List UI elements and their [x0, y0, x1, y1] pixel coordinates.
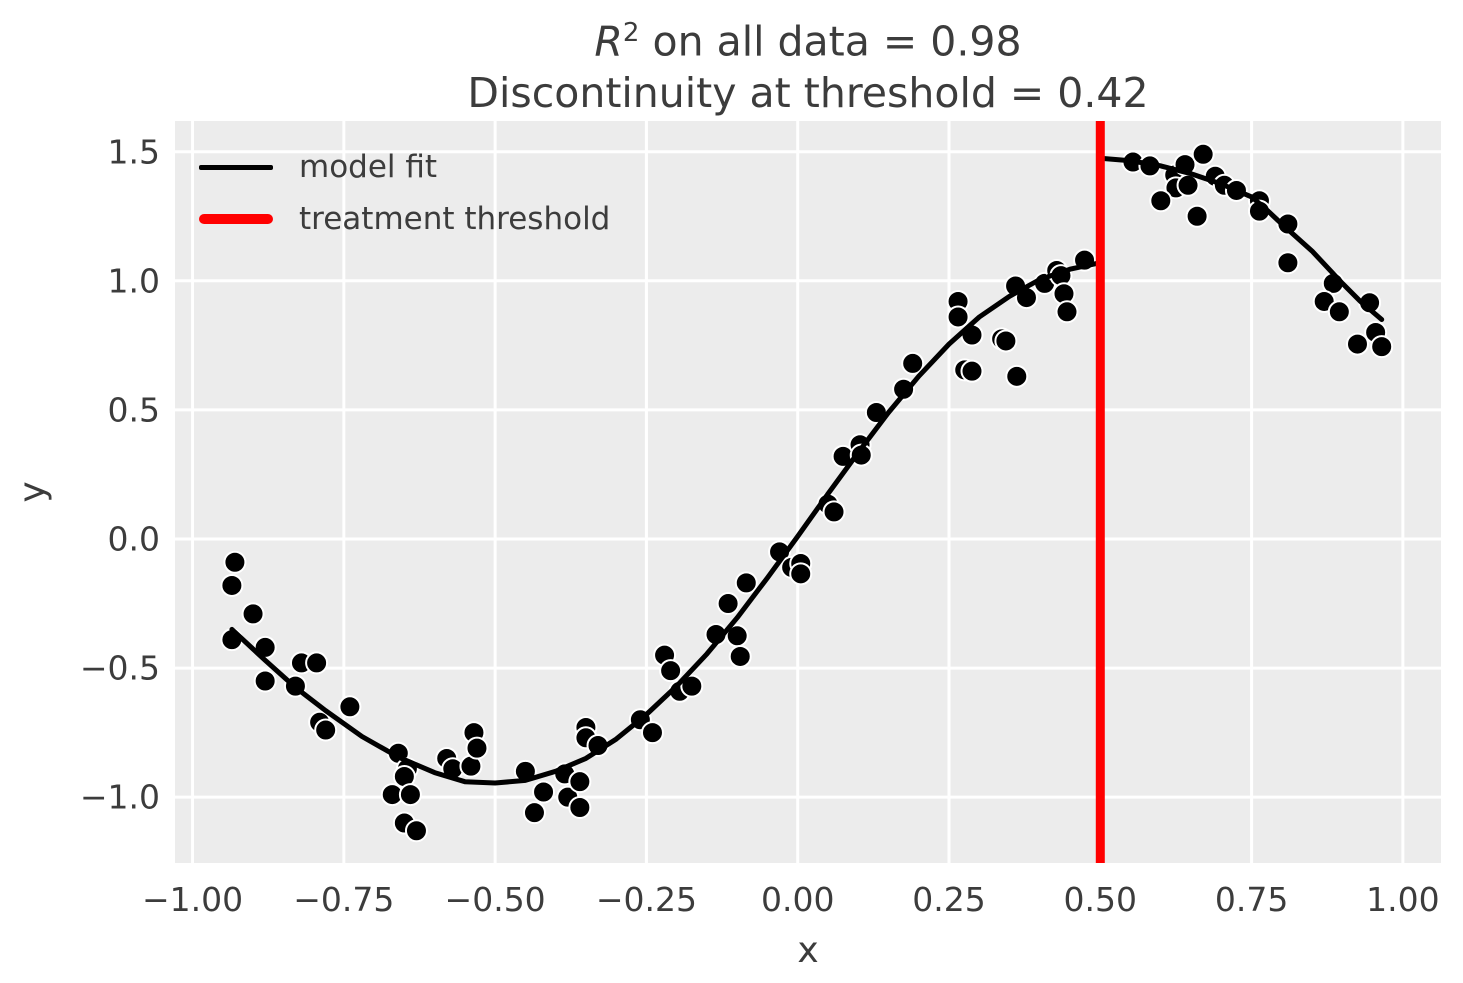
- scatter-point: [314, 718, 338, 742]
- scatter-point: [734, 571, 758, 595]
- scatter-point: [568, 795, 592, 819]
- scatter-point: [1327, 300, 1351, 324]
- legend-item-treatment-threshold: treatment threshold: [199, 193, 610, 245]
- scatter-point: [1176, 173, 1200, 197]
- x-tick-label: 0.25: [912, 880, 986, 919]
- scatter-point: [1276, 212, 1300, 236]
- scatter-point: [680, 674, 704, 698]
- y-tick-label: 0.0: [107, 519, 160, 559]
- scatter-point: [1185, 204, 1209, 228]
- scatter-point: [338, 695, 362, 719]
- scatter-point: [220, 573, 244, 597]
- chart-title-line1: R2 on all data = 0.98: [175, 8, 1441, 68]
- scatter-point: [728, 644, 752, 668]
- threshold-line-sample: [199, 214, 273, 224]
- plot-area: model fit treatment threshold: [175, 121, 1441, 863]
- legend-label-treatment-threshold: treatment threshold: [299, 201, 611, 237]
- scatter-point: [659, 659, 683, 683]
- r-squared-symbol: R: [594, 17, 623, 66]
- scatter-point: [568, 770, 592, 794]
- scatter-point: [789, 562, 813, 586]
- scatter-point: [994, 329, 1018, 353]
- scatter-point: [253, 669, 277, 693]
- legend-item-model-fit: model fit: [199, 141, 610, 193]
- x-tick-label: −0.50: [444, 880, 546, 919]
- scatter-point: [1276, 251, 1300, 275]
- scatter-point: [398, 783, 422, 807]
- chart-title: R2 on all data = 0.98 Discontinuity at t…: [175, 8, 1441, 119]
- x-tick-label: −0.25: [595, 880, 697, 919]
- scatter-point: [465, 736, 489, 760]
- scatter-point: [305, 651, 329, 675]
- x-tick-label: −0.75: [293, 880, 395, 919]
- scatter-point: [640, 721, 664, 745]
- scatter-point: [822, 500, 846, 524]
- scatter-point: [946, 305, 970, 329]
- scatter-point: [960, 359, 984, 383]
- scatter-point: [1055, 300, 1079, 324]
- y-tick-label: −0.5: [79, 648, 160, 688]
- plot-canvas: [175, 121, 1441, 863]
- model-fit-line-sample: [199, 164, 273, 170]
- scatter-point: [1370, 335, 1394, 359]
- chart-title-line2: Discontinuity at threshold = 0.42: [467, 68, 1149, 117]
- scatter-point: [1345, 332, 1369, 356]
- y-tick-label: 0.5: [107, 390, 160, 430]
- scatter-point: [223, 550, 247, 574]
- legend: model fit treatment threshold: [199, 141, 610, 245]
- legend-label-model-fit: model fit: [299, 149, 438, 185]
- x-axis-label: x: [797, 930, 819, 971]
- scatter-point: [404, 819, 428, 843]
- x-tick-label: 0.75: [1214, 880, 1289, 919]
- x-tick-label: −1.00: [141, 880, 244, 919]
- r-squared-exponent: 2: [622, 18, 640, 48]
- model-fit-curve-left: [229, 260, 1103, 786]
- x-tick-label: 0.00: [760, 880, 835, 919]
- scatter-point: [532, 780, 556, 804]
- scatter-point: [901, 351, 925, 375]
- x-tick-label: 1.00: [1366, 880, 1440, 919]
- scatter-point: [892, 377, 916, 401]
- scatter-point: [1005, 364, 1029, 388]
- title-line1-text: on all data = 0.98: [639, 17, 1022, 66]
- scatter-point: [241, 602, 265, 626]
- y-tick-label: −1.0: [79, 777, 160, 817]
- model-fit-curve-right: [1097, 155, 1385, 322]
- y-axis-label: y: [12, 481, 54, 503]
- x-tick-label: 0.50: [1063, 880, 1138, 919]
- y-tick-label: 1.5: [107, 132, 160, 172]
- y-tick-label: 1.0: [107, 261, 160, 301]
- scatter-point: [1149, 189, 1173, 213]
- scatter-point: [522, 801, 546, 825]
- scatter-point: [716, 592, 740, 616]
- scatter-point: [1191, 142, 1215, 166]
